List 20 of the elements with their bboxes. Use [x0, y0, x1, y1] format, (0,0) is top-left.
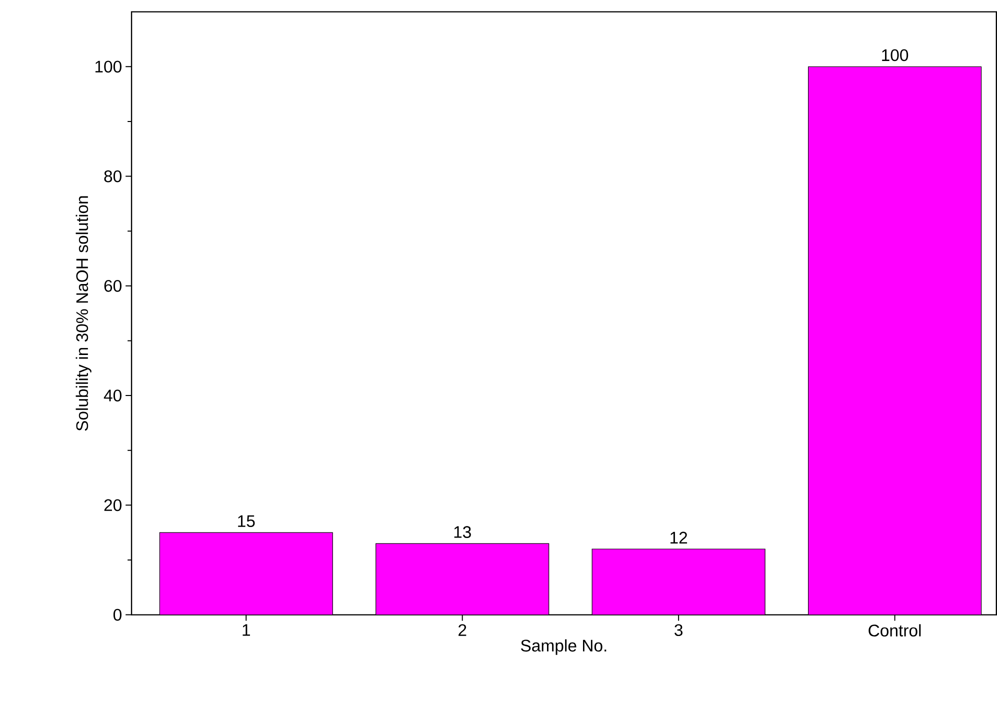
y-axis-title: Solubility in 30% NaOH solution	[76, 196, 92, 431]
data-label: 15	[238, 515, 255, 528]
bar	[592, 548, 766, 615]
x-tick-label: Control	[868, 624, 921, 637]
data-label: 12	[670, 532, 688, 544]
y-tick-label: 0	[113, 609, 122, 621]
y-tick-label: 80	[104, 170, 122, 182]
y-tick-label: 60	[104, 280, 122, 292]
data-label: 100	[882, 49, 908, 62]
y-tick-label: 20	[104, 499, 122, 512]
data-label: 13	[454, 526, 471, 538]
y-tick-label: 100	[95, 60, 122, 73]
y-tick-label: 40	[104, 390, 122, 402]
bar	[808, 66, 982, 615]
x-axis-title: Sample No.	[521, 639, 606, 656]
x-tick-label: 1	[242, 624, 250, 636]
x-tick-label: 2	[458, 624, 466, 636]
bar	[376, 543, 550, 615]
bar	[160, 532, 333, 615]
x-tick-label: 3	[674, 624, 682, 636]
